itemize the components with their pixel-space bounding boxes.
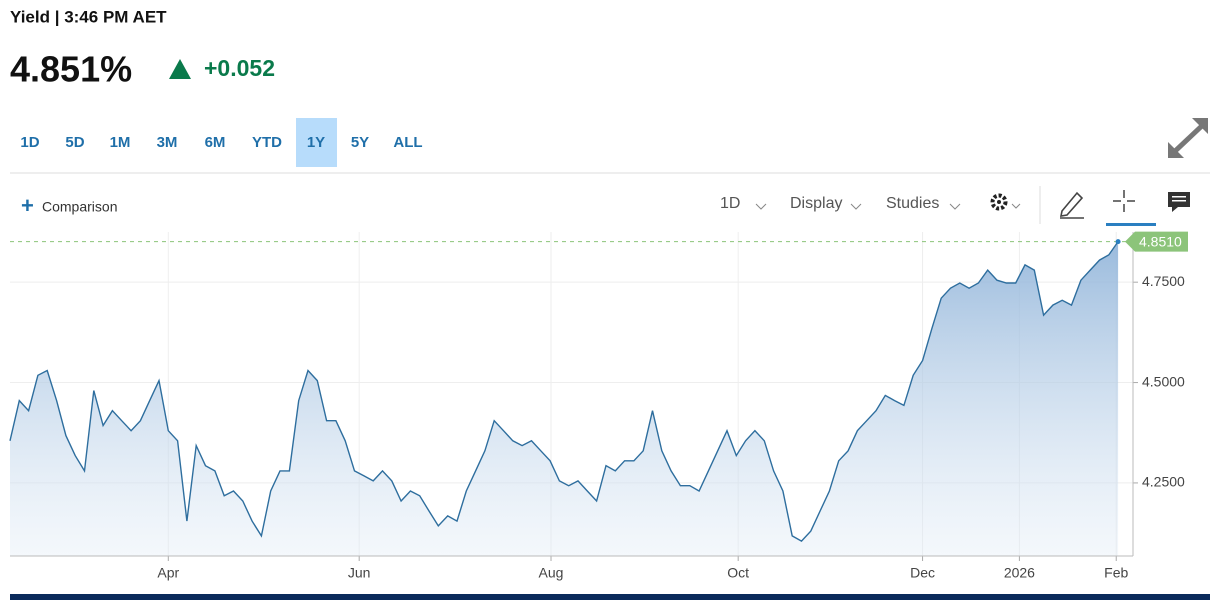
line — [9, 241, 1119, 542]
chevron — [949, 203, 961, 210]
x-tick-label: Oct — [727, 565, 749, 581]
expand-icon[interactable] — [1168, 118, 1208, 158]
x-tick-label: Dec — [910, 565, 935, 581]
interval-dropdown[interactable]: 1D — [720, 195, 740, 212]
y-tick-label: 4.5000 — [1142, 373, 1185, 389]
area — [10, 241, 1119, 556]
x-tick-label: Jun — [348, 565, 371, 581]
comment-lines — [1172, 196, 1186, 202]
x-tick-label: 2026 — [1004, 565, 1035, 581]
range-button[interactable]: 1M — [110, 134, 131, 151]
range-button[interactable]: 1Y — [307, 134, 325, 151]
y-tick-label: 4.2500 — [1142, 474, 1185, 490]
comparison-button[interactable]: Comparison — [42, 199, 117, 215]
range-button[interactable]: ALL — [393, 134, 422, 151]
crosshair-icon[interactable] — [1113, 190, 1135, 212]
last-value-label: 4.8510 — [1139, 233, 1182, 249]
range-button[interactable]: YTD — [252, 134, 282, 151]
range-button[interactable]: 1D — [20, 134, 39, 151]
display-dropdown[interactable]: Display — [790, 195, 842, 212]
range-button[interactable]: 3M — [157, 134, 178, 151]
range-buttons: 1D 5D 1M 3M 6M YTD 1Y 5Y ALL — [20, 118, 423, 167]
up-arrow — [169, 59, 191, 79]
x-tick-label: Apr — [157, 565, 179, 581]
title: Yield | 3:46 PM AET — [10, 7, 167, 26]
chevron — [755, 203, 767, 210]
selected-range-bg — [296, 118, 337, 167]
range-button[interactable]: 6M — [205, 134, 226, 151]
chevron — [850, 203, 862, 210]
x-tick-label: Feb — [1104, 565, 1128, 581]
studies-dropdown[interactable]: Studies — [886, 195, 939, 212]
plus-icon[interactable]: + — [21, 193, 34, 218]
active-tab-indicator — [1106, 223, 1156, 226]
range-button[interactable]: 5D — [65, 134, 84, 151]
price: 4.851% — [10, 49, 132, 90]
y-tick-label: 4.7500 — [1142, 273, 1185, 289]
chart: 4.2500 4.5000 4.7500 Apr Jun Aug Oct Dec 2026 Feb… — [9, 231, 1188, 581]
range-button[interactable]: 5Y — [351, 134, 369, 151]
comment-icon[interactable] — [1168, 192, 1190, 212]
footer-bar — [10, 594, 1210, 600]
x-tick-label: Aug — [539, 565, 564, 581]
settings-icon[interactable] — [990, 193, 1021, 211]
change: +0.052 — [204, 55, 275, 81]
last-value-tag — [1125, 231, 1188, 252]
last-point — [1115, 239, 1121, 245]
draw-icon[interactable] — [1059, 191, 1084, 219]
